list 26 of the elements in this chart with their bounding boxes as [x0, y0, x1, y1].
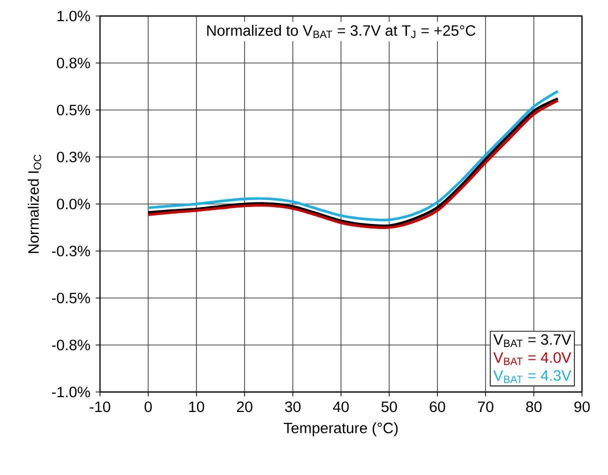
x-tick-label: 20 [237, 401, 252, 412]
y-tick-label: -0.8% [52, 340, 90, 350]
text: V$_{BAT}$ = 3.7V [493, 334, 572, 347]
x-tick-label: 60 [430, 401, 446, 412]
x-tick-label: 30 [285, 401, 301, 412]
x-tick-label: 10 [189, 401, 204, 412]
y-tick-label: 1.0% [57, 10, 90, 22]
x-tick-label: 0 [144, 401, 152, 412]
x-tick-label: 90 [574, 401, 590, 412]
y-tick-label: 0.0% [56, 198, 90, 210]
y-tick-label: 0.8% [56, 58, 90, 68]
y-tick-label: 0.3% [56, 152, 90, 162]
x-tick-label: -10 [90, 401, 110, 412]
annotation: Normalized to V$_{BAT}$ = 3.7V at T$_{J}$ = +25°C [207, 24, 476, 38]
x-tick-label: 70 [478, 401, 494, 412]
y-tick-label: -0.5% [52, 292, 90, 304]
x-tick-label: 50 [381, 401, 397, 412]
y-tick-label: -1.0% [52, 386, 90, 398]
text: V$_{BAT}$ = 4.0V [493, 352, 572, 365]
y-tick-label: -0.3% [52, 246, 90, 256]
y-tick-label: 0.5% [56, 104, 90, 116]
text: V$_{BAT}$ = 4.3V [493, 370, 572, 383]
x-tick-label: 80 [526, 401, 542, 412]
x-tick-label: 40 [333, 401, 349, 412]
y-axis-title: Normalized I$_{OC}$ [28, 154, 42, 253]
x-axis-title: Temperature (°C) [284, 422, 398, 436]
